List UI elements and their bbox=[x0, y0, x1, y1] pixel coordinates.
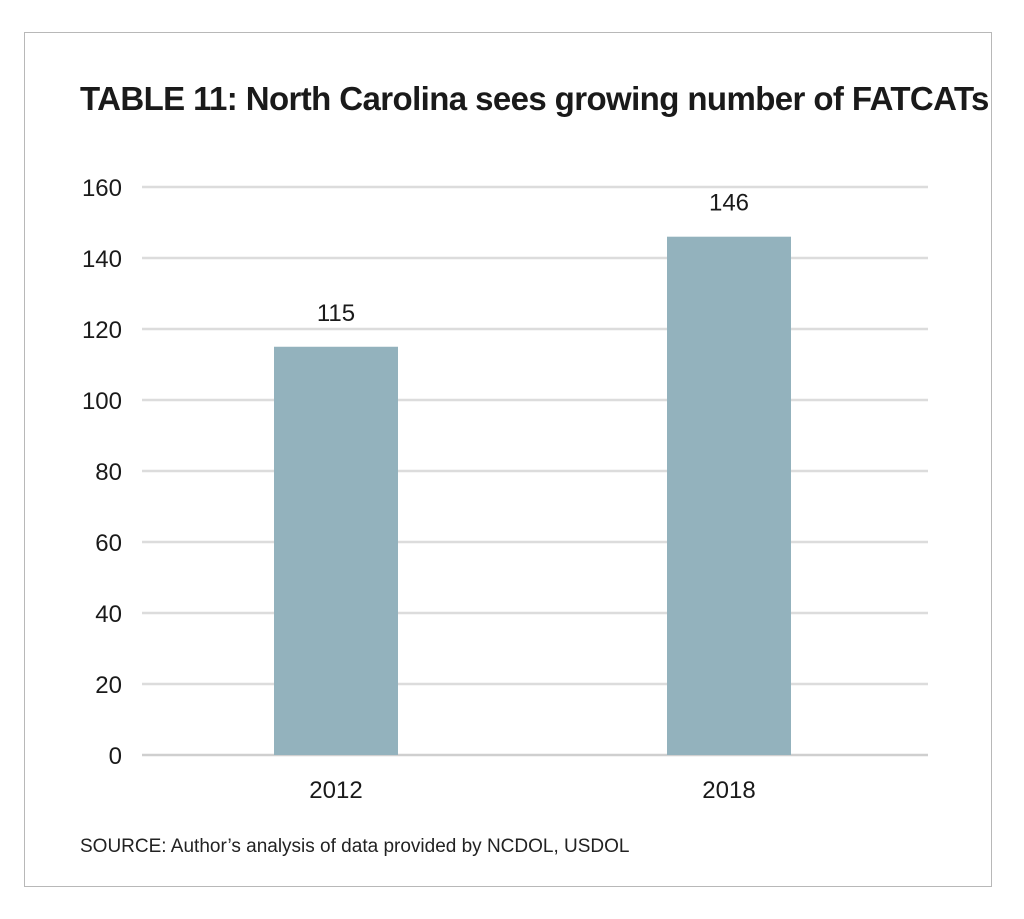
y-tick-label: 160 bbox=[82, 175, 122, 202]
y-tick-label: 40 bbox=[95, 601, 122, 628]
source-note: SOURCE: Author’s analysis of data provid… bbox=[80, 836, 630, 857]
y-tick-label: 0 bbox=[109, 743, 122, 770]
data-label: 115 bbox=[317, 300, 355, 327]
chart-frame bbox=[24, 32, 992, 887]
x-category-label: 2012 bbox=[309, 777, 362, 804]
y-tick-label: 20 bbox=[95, 672, 122, 699]
y-tick-label: 80 bbox=[95, 459, 122, 486]
y-tick-label: 140 bbox=[82, 246, 122, 273]
gridlines bbox=[142, 185, 928, 757]
y-tick-label: 120 bbox=[82, 317, 122, 344]
bars bbox=[274, 236, 791, 755]
y-tick-label: 100 bbox=[82, 388, 122, 415]
bar-2018 bbox=[667, 236, 791, 755]
chart-title: TABLE 11: North Carolina sees growing nu… bbox=[80, 80, 989, 117]
labels: 0 20 40 60 80 100 120 140 160 115 2012 146 2018 bbox=[82, 175, 756, 804]
x-category-label: 2018 bbox=[702, 777, 755, 804]
bar-2012 bbox=[274, 346, 398, 755]
y-tick-label: 60 bbox=[95, 530, 122, 557]
data-label: 146 bbox=[709, 190, 749, 217]
